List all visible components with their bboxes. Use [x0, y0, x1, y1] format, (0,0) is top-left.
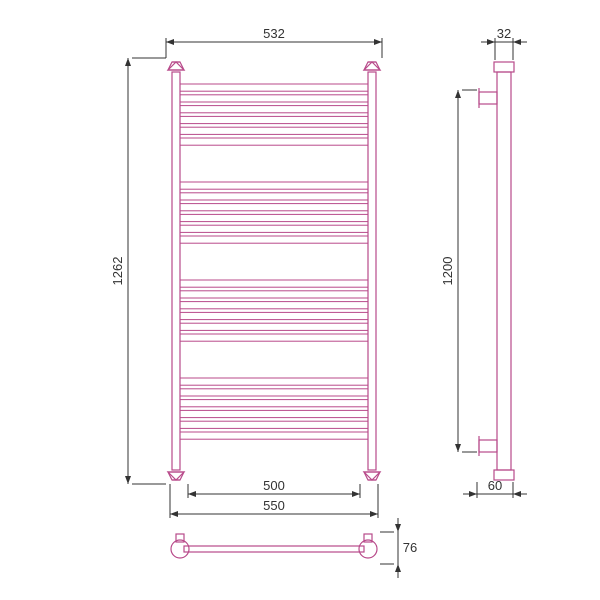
upright-left	[172, 72, 180, 470]
dim-top-width-label: 532	[263, 26, 285, 41]
bar	[180, 291, 368, 298]
bar	[180, 421, 368, 428]
dim-side-bottom-label: 60	[488, 478, 502, 493]
bar	[180, 127, 368, 134]
bar	[180, 280, 368, 287]
bar	[180, 400, 368, 407]
bar	[180, 138, 368, 145]
bar	[180, 334, 368, 341]
dim-plan-width-label: 76	[403, 540, 417, 555]
bar	[180, 116, 368, 123]
dim-right-height-label: 1200	[440, 257, 455, 286]
bar	[180, 389, 368, 396]
bar	[180, 204, 368, 211]
side-view	[479, 62, 514, 480]
plan-hex	[359, 540, 377, 558]
bar	[180, 193, 368, 200]
wall-bracket	[479, 440, 497, 452]
bar	[180, 214, 368, 221]
dim-bottom-inner-label: 500	[263, 478, 285, 493]
upright-right	[368, 72, 376, 470]
front-view	[168, 62, 380, 480]
side-rail	[497, 72, 511, 470]
plan-view	[171, 534, 377, 558]
dim-bottom-outer-label: 550	[263, 498, 285, 513]
bar	[180, 323, 368, 330]
bar	[180, 106, 368, 113]
dim-left-height-label: 1262	[110, 257, 125, 286]
bar	[180, 432, 368, 439]
bar	[180, 410, 368, 417]
plan-hex	[171, 540, 189, 558]
side-cap-top	[494, 62, 514, 72]
bar	[180, 84, 368, 91]
bar	[180, 225, 368, 232]
dim-side-depth-label: 32	[497, 26, 511, 41]
plan-bar	[184, 546, 364, 552]
bar	[180, 302, 368, 309]
bar	[180, 95, 368, 102]
bar	[180, 378, 368, 385]
bar	[180, 182, 368, 189]
wall-bracket	[479, 92, 497, 104]
bar	[180, 312, 368, 319]
bar	[180, 236, 368, 243]
